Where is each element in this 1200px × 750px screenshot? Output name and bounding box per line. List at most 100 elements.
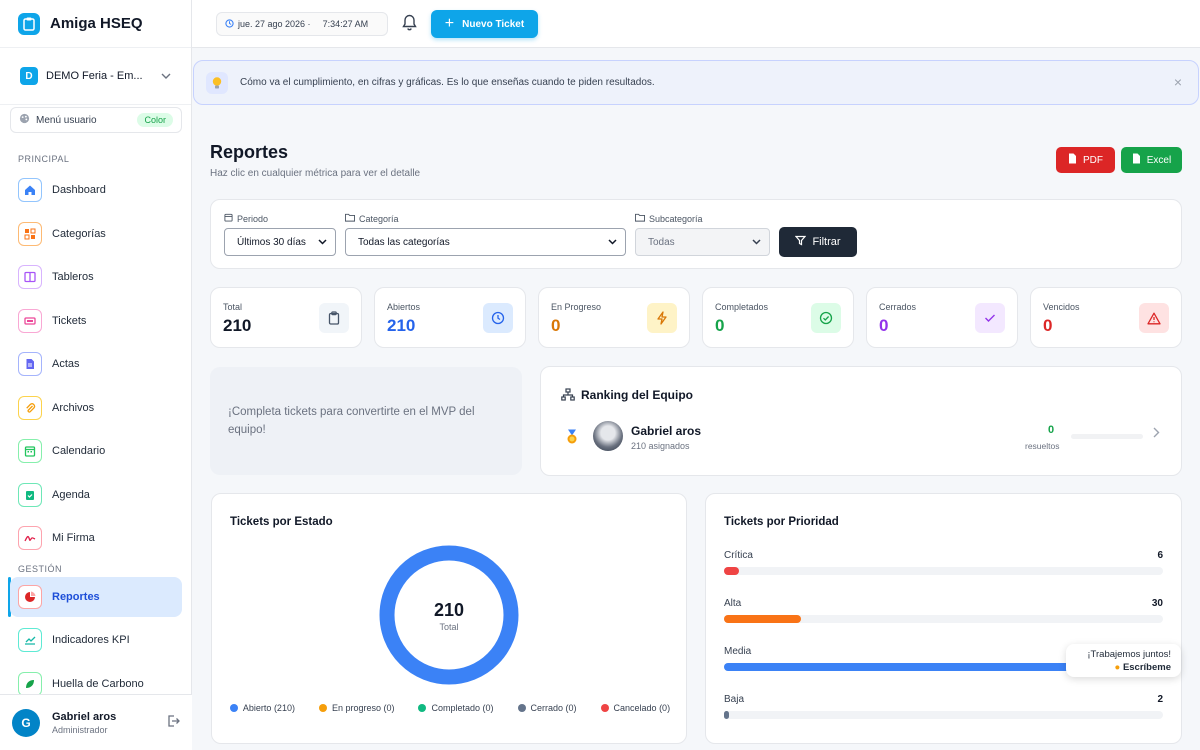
home-icon <box>18 178 42 202</box>
legend-item[interactable]: Cancelado (0) <box>600 703 671 713</box>
sidebar-item-label: Mi Firma <box>52 532 95 544</box>
user-info: Gabriel aros Administrador <box>52 711 166 735</box>
leaf-icon <box>18 672 42 696</box>
export-excel-button[interactable]: Excel <box>1121 147 1182 173</box>
sidebar-item-categorias[interactable]: Categorías <box>10 214 182 254</box>
legend-dot <box>418 704 427 712</box>
prioridad-chart-title: Tickets por Prioridad <box>724 516 839 528</box>
filter-button-label: Filtrar <box>812 236 841 248</box>
sidebar-item-huella-carbono[interactable]: Huella de Carbono <box>10 664 182 704</box>
legend-item[interactable]: Abierto (210) <box>229 703 295 713</box>
sidebar-item-label: Actas <box>52 358 80 370</box>
donut-total-label: Total <box>439 622 458 632</box>
filter-panel: Periodo Últimos 30 días Categoría Todas … <box>210 199 1182 269</box>
sidebar-item-label: Tickets <box>52 315 87 327</box>
signature-icon <box>18 526 42 550</box>
sidebar-item-actas[interactable]: Actas <box>10 344 182 384</box>
stat-card-completados[interactable]: Completados 0 <box>702 287 854 348</box>
current-time: 7:34:27 AM <box>322 19 369 29</box>
color-badge[interactable]: Color <box>137 113 173 127</box>
stat-label: En Progreso <box>551 302 602 312</box>
period-select[interactable]: Últimos 30 días <box>224 228 336 256</box>
category-value: Todas las categorías <box>358 236 450 248</box>
sidebar-item-reportes[interactable]: Reportes <box>10 577 182 617</box>
legend-label: En progreso (0) <box>331 703 395 713</box>
category-icon <box>18 222 42 246</box>
brand[interactable]: Amiga HSEQ <box>0 0 191 48</box>
priority-bar-track[interactable] <box>724 663 1163 671</box>
avatar[interactable]: G <box>12 708 40 737</box>
new-ticket-label: Nuevo Ticket <box>462 18 525 30</box>
stat-card-en-progreso[interactable]: En Progreso 0 <box>538 287 690 348</box>
chevron-down-icon <box>752 237 761 247</box>
priority-bar-track[interactable] <box>724 567 1163 575</box>
sidebar-item-mi-firma[interactable]: Mi Firma <box>10 518 182 558</box>
legend-dot <box>229 704 238 712</box>
board-icon <box>18 265 42 289</box>
chat-widget[interactable]: ¡Trabajemos juntos! ● Escríbeme <box>1066 644 1181 677</box>
user-menu-button[interactable]: Menú usuario Color <box>10 107 182 133</box>
section-principal: PRINCIPAL <box>18 154 70 164</box>
estado-chart-title: Tickets por Estado <box>230 516 333 528</box>
sidebar-item-indicadores-kpi[interactable]: Indicadores KPI <box>10 620 182 660</box>
donut-chart[interactable]: 210 Total <box>378 544 520 686</box>
plus-icon: + <box>444 15 455 32</box>
sidebar-item-archivos[interactable]: Archivos <box>10 388 182 428</box>
new-ticket-button[interactable]: + Nuevo Ticket <box>431 10 538 38</box>
ranking-title: Ranking del Equipo <box>581 388 694 402</box>
sidebar-item-dashboard[interactable]: Dashboard <box>10 170 182 210</box>
ranking-card: Ranking del Equipo Gabriel aros 210 asig… <box>540 366 1182 476</box>
stat-card-cerrados[interactable]: Cerrados 0 <box>866 287 1018 348</box>
stat-label: Vencidos <box>1043 302 1080 312</box>
sidebar-item-label: Archivos <box>52 402 95 414</box>
sidebar-item-agenda[interactable]: Agenda <box>10 475 182 515</box>
sidebar-item-calendario[interactable]: Calendario <box>10 431 182 471</box>
ranking-member-name[interactable]: Gabriel aros <box>631 424 702 438</box>
legend-item[interactable]: Cerrado (0) <box>517 703 577 713</box>
filter-button[interactable]: Filtrar <box>779 227 857 257</box>
check-icon <box>975 303 1005 333</box>
close-icon[interactable]: × <box>1173 74 1182 90</box>
warning-icon <box>1139 303 1169 333</box>
bell-icon[interactable] <box>402 14 417 34</box>
stat-card-abiertos[interactable]: Abiertos 210 <box>374 287 526 348</box>
category-label-text: Categoría <box>359 213 399 224</box>
calendar-icon <box>18 439 42 463</box>
clipboard-icon <box>319 303 349 333</box>
priority-bar-fill <box>724 663 1084 671</box>
sidebar-item-tickets[interactable]: Tickets <box>10 301 182 341</box>
legend-item[interactable]: En progreso (0) <box>318 703 395 713</box>
topbar: jue. 27 ago 2026 · 7:34:27 AM + Nuevo Ti… <box>192 0 1200 48</box>
sidebar-item-label: Reportes <box>52 591 100 603</box>
donut-slice-abierto <box>379 545 519 685</box>
sidebar: Amiga HSEQ D DEMO Feria - Em... Menú usu… <box>0 0 192 750</box>
category-select[interactable]: Todas las categorías <box>345 228 626 256</box>
sidebar-item-label: Agenda <box>52 489 90 501</box>
logout-icon[interactable] <box>166 714 180 731</box>
legend-dot <box>517 704 526 712</box>
medal-icon <box>565 429 579 448</box>
file-icon <box>1132 153 1141 167</box>
priority-bar-track[interactable] <box>724 711 1163 719</box>
subcategory-select[interactable]: Todas <box>635 228 770 256</box>
clock-icon <box>483 303 513 333</box>
chevron-down-icon <box>608 237 617 247</box>
folder-open-icon <box>635 213 645 224</box>
company-selector[interactable]: D DEMO Feria - Em... <box>10 60 181 92</box>
priority-bar-fill <box>724 567 740 575</box>
legend-label: Cancelado (0) <box>613 703 671 713</box>
sidebar-item-label: Calendario <box>52 445 106 457</box>
priority-value: 30 <box>1151 598 1163 609</box>
stat-card-total[interactable]: Total 210 <box>210 287 362 348</box>
legend-item[interactable]: Completado (0) <box>418 703 494 713</box>
donut-total: 210 <box>434 600 464 620</box>
stat-card-vencidos[interactable]: Vencidos 0 <box>1030 287 1182 348</box>
sidebar-item-tableros[interactable]: Tableros <box>10 257 182 297</box>
user-menu-label: Menú usuario <box>36 114 97 126</box>
export-pdf-button[interactable]: PDF <box>1056 147 1115 173</box>
lightbulb-icon <box>206 71 228 94</box>
ranking-member-solved: 0 <box>1047 424 1055 436</box>
mvp-placeholder: ¡Completa tickets para convertirte en el… <box>210 367 522 475</box>
priority-bar-track[interactable] <box>724 615 1163 623</box>
chevron-right-icon[interactable] <box>1153 427 1160 441</box>
